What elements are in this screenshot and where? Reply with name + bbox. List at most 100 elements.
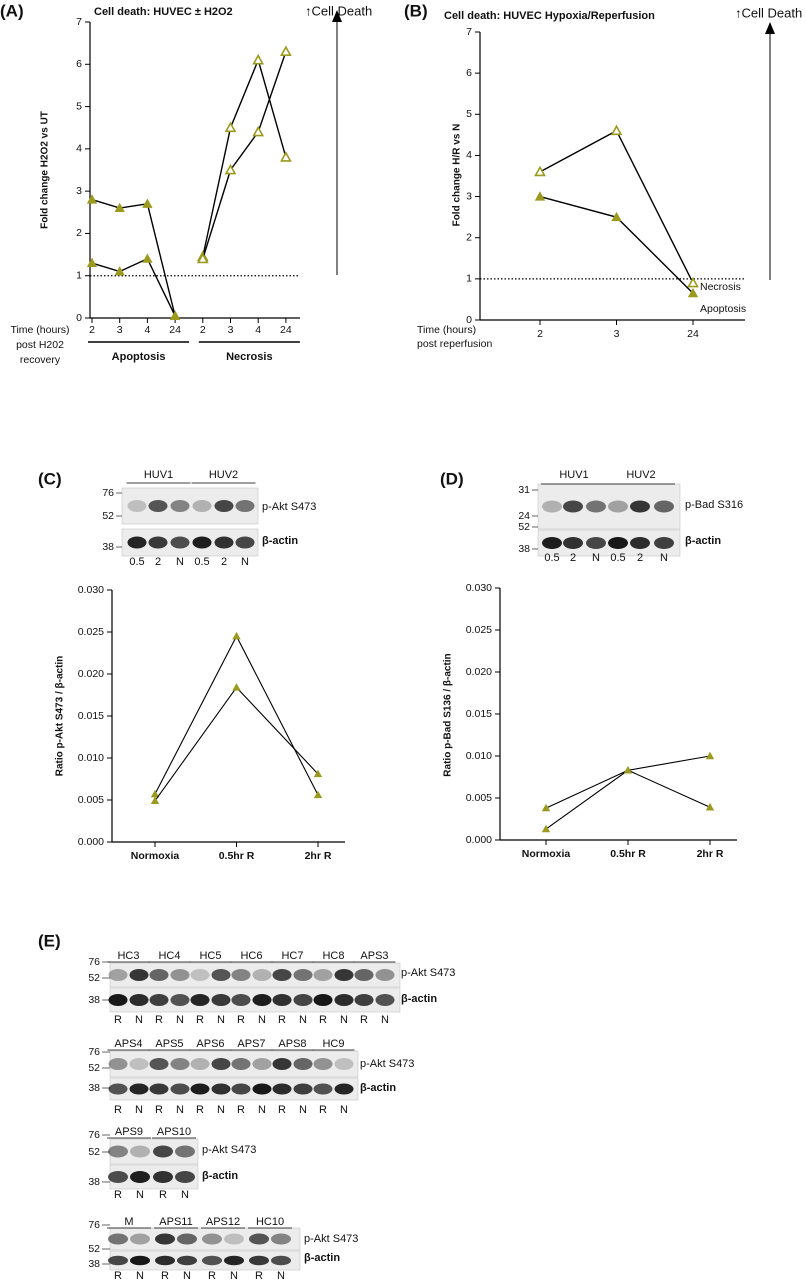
blot-band [235,536,255,549]
blot-band [249,1233,269,1245]
data-point [705,802,715,811]
panel-label: (D) [440,469,464,488]
lane-label: N [230,1270,238,1280]
y-tick-label: 0.030 [466,582,492,594]
group-label: APS10 [157,1126,191,1138]
series-line [154,686,319,802]
data-point [534,165,546,177]
data-point [224,121,237,133]
lane-label: R [161,1270,169,1280]
lane-label: N [241,556,249,568]
data-point [232,631,241,640]
lane-label: N [217,1104,225,1116]
lane-label: N [181,1189,189,1201]
x-tick-label: Normoxia [522,848,571,860]
blot-band [211,969,231,981]
lane-label: R [278,1104,286,1116]
series-line [154,634,319,796]
lane-label: R [159,1189,167,1201]
y-axis-title: Fold change H2O2 vs UT [40,111,51,229]
blot-band [108,1255,128,1266]
series-line [91,257,176,317]
data-point [86,194,98,204]
blot-band [272,1058,292,1070]
group-label: HC6 [240,950,262,962]
group-label: APS4 [114,1038,142,1050]
mw-marker: 76 [88,1129,100,1141]
lane-label: N [135,1014,143,1026]
x-tick-label: 0.5hr R [610,848,646,860]
blot-band [586,500,606,513]
protein-label: β-actin [360,1082,396,1094]
blot-band [211,1083,231,1095]
blot-band [170,969,190,981]
mw-marker: 38 [88,1082,100,1094]
group-label: HC10 [256,1216,284,1228]
blot-band [130,1233,150,1245]
mw-marker: 31 [518,484,530,496]
blot-band [272,1083,292,1095]
blot-band [252,994,272,1006]
blot-band [190,1058,210,1070]
mw-marker: 24 [518,510,530,522]
blot-band [231,1083,251,1095]
y-tick-label: 1 [76,269,82,281]
x-axis-title: post H202 [16,339,64,351]
y-tick-label: 1 [466,273,472,285]
protein-label: β-actin [202,1170,238,1182]
blot-band [175,1171,195,1183]
group-label: Apoptosis [112,351,166,363]
lane-label: 0.5 [194,556,209,568]
x-tick-label: 2 [200,324,206,336]
series-line [539,129,694,284]
mw-marker: 76 [88,1046,100,1058]
protein-label: β-actin [304,1252,340,1264]
blot-band [630,537,650,549]
y-axis-title: Fold change H/R vs N [452,124,463,227]
blot-band [334,1058,354,1070]
series-line [202,57,287,257]
lane-label: N [217,1014,225,1026]
blot-band [211,994,231,1006]
y-tick-label: 6 [76,58,82,70]
blot-band [155,1255,175,1266]
y-tick-label: 0.005 [466,792,492,804]
blot-band [293,1083,313,1095]
blot-band [231,969,251,981]
mw-marker: 38 [102,541,114,553]
lane-label: N [299,1104,307,1116]
lane-label: N [183,1270,191,1280]
blot-band [129,1083,149,1095]
group-label: APS11 [159,1216,192,1228]
x-tick-label: 3 [614,328,620,340]
lane-label: R [360,1014,368,1026]
blot-band [334,1083,354,1095]
lane-label: R [278,1014,286,1026]
lane-label: R [155,1104,163,1116]
blot-band [608,500,628,513]
lane-label: 2 [637,552,643,564]
data-point [86,257,98,268]
data-point [541,803,551,812]
lane-label: R [208,1270,216,1280]
x-tick-label: 24 [687,328,699,340]
y-axis-title: Ratio p-Bad S136 / β-actin [443,653,454,776]
data-point [150,796,160,805]
lane-label: N [176,1014,184,1026]
group-label: APS8 [278,1038,306,1050]
lane-label: R [196,1014,204,1026]
blot-band [293,969,313,981]
protein-label: p-Akt S473 [202,1144,256,1156]
lane-label: N [592,552,600,564]
blot-band [129,1058,149,1070]
group-label: APS12 [206,1216,240,1228]
annotation: ↑Cell Death [305,3,372,18]
mw-marker: 52 [518,521,530,533]
mw-marker: 38 [88,1258,100,1270]
blot-band [129,994,149,1006]
blot-band [313,1083,333,1095]
y-tick-label: 4 [76,143,82,155]
x-tick-label: 3 [228,324,234,336]
mw-marker: 52 [88,1146,100,1158]
lane-label: R [319,1014,327,1026]
